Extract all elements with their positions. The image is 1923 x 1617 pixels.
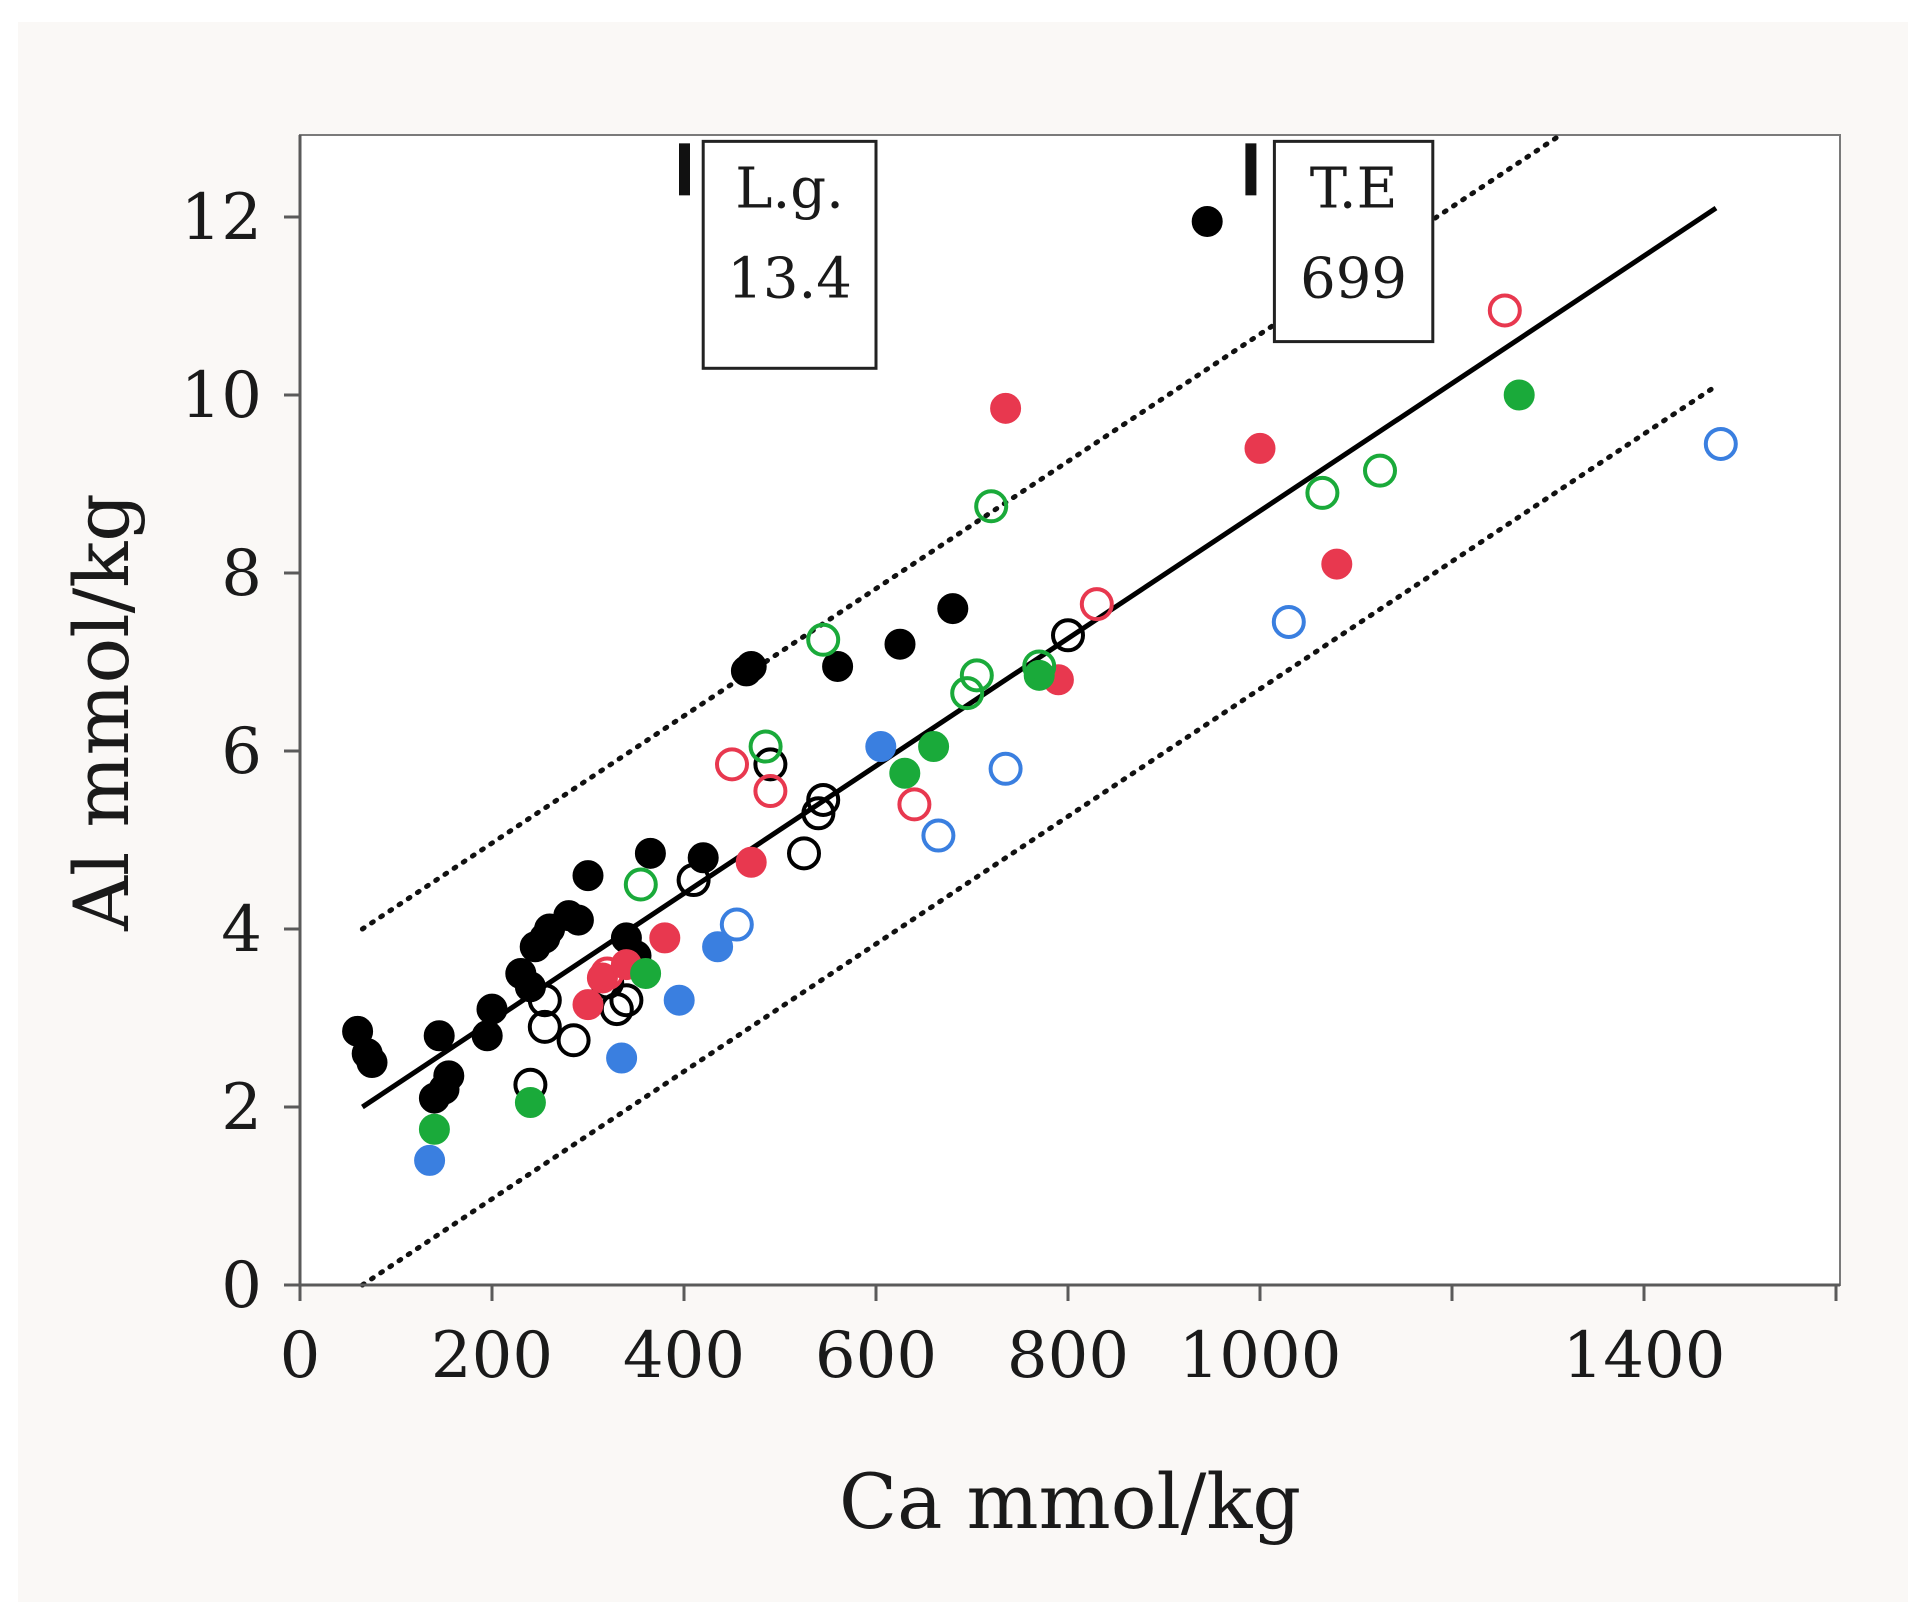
data-point-blue-open [1271,604,1306,639]
data-point-red-open [1487,293,1522,328]
x-tick-label: 600 [815,1319,937,1393]
x-axis-title: Ca mmol/kg [839,1457,1301,1546]
x-tick-label: 1000 [1179,1319,1342,1393]
data-point-black-filled [356,1047,388,1078]
data-point-black-filled [884,628,916,660]
y-tick-label: 6 [221,715,262,789]
data-point-red-filled [735,846,767,878]
annotation-marker [1245,143,1257,196]
data-point-red-open [753,774,788,809]
data-point-blue-filled [663,984,695,1016]
annotation-marker [679,143,690,196]
data-point-black-filled [433,1060,465,1092]
data-point-green-open [1022,649,1057,684]
data-point-green-open [806,622,841,657]
data-point-black-filled [822,650,854,682]
data-point-red-filled [586,962,618,994]
x-tick-label: 1400 [1563,1319,1726,1393]
data-point-red-filled [1244,432,1276,464]
data-point-green-filled [630,958,662,989]
x-tick-label: 200 [431,1319,553,1393]
data-point-blue-filled [702,931,734,963]
data-point-black-open [556,1023,591,1058]
data-point-black-open [806,782,841,817]
data-point-black-open [527,1009,562,1044]
annotation-text: T.E [1310,156,1398,221]
data-point-red-open [897,787,932,822]
y-tick-label: 12 [181,181,262,255]
data-point-green-open [748,729,783,764]
data-point-green-filled [1503,379,1535,411]
regression-line [361,206,1718,1110]
y-tick-label: 8 [221,537,262,611]
data-point-black-open [753,747,788,782]
prediction-bound-line [359,383,1719,1288]
data-point-blue-open [988,751,1023,786]
data-point-black-filled [562,904,594,936]
x-tick-label: 0 [280,1319,321,1393]
data-point-green-filled [418,1113,450,1145]
data-point-green-open [974,489,1009,524]
data-point-red-filled [572,989,604,1021]
annotation-text: L.g. [735,156,844,221]
annotation-box [701,139,878,370]
y-tick-label: 0 [221,1249,262,1323]
y-axis-title: Al mmol/kg [57,493,146,932]
prediction-bound-line [359,134,1561,932]
data-point-blue-open [719,907,754,942]
data-point-black-filled [1191,205,1223,237]
data-point-green-open [959,658,994,693]
data-point-black-open [1051,618,1085,653]
data-point-green-open [950,676,985,711]
data-point-green-filled [889,757,921,789]
data-point-red-filled [1321,548,1353,580]
data-point-black-filled [634,837,666,869]
x-tick-label: 400 [623,1319,745,1393]
data-point-red-open [590,956,625,991]
data-point-red-open [1079,587,1114,622]
data-point-blue-filled [865,731,897,763]
x-tick-label: 800 [1007,1319,1129,1393]
annotation-box [1272,139,1435,344]
fit-lines [359,134,1719,1288]
data-point-green-open [623,867,658,902]
y-tick-label: 2 [221,1071,262,1145]
data-point-blue-filled [606,1042,638,1074]
annotation-text: 13.4 [727,246,852,311]
data-point-black-filled [937,593,969,625]
data-point-green-filled [514,1087,546,1119]
data-point-blue-filled [414,1144,446,1176]
data-point-blue-open [1703,426,1738,461]
data-point-red-filled [990,392,1022,424]
data-point-black-filled [735,650,767,682]
data-point-black-open [676,863,711,898]
annotations: L.g. 13.4 T.E 699 [679,139,1435,370]
plot-area [299,134,1841,1286]
data-point-black-filled [423,1020,455,1052]
data-point-black-filled [572,860,604,892]
data-point-black-filled [476,993,508,1025]
data-point-black-open [787,836,821,871]
data-point-green-filled [918,731,950,763]
data-point-black-open [527,983,562,1018]
data-point-green-open [1305,475,1340,510]
data-point-blue-open [921,818,956,853]
data-point-black-open [609,983,644,1018]
axes: 0 200 400 600 800 1000 1400 0 2 4 6 8 10 12 [181,135,1840,1393]
y-tick-label: 10 [181,359,262,433]
data-point-black-filled [471,1020,503,1052]
y-tick-label: 4 [221,893,262,967]
data-point-green-filled [1023,659,1055,691]
annotation-text: 699 [1300,246,1407,311]
data-point-red-filled [649,922,681,954]
data-point-red-open [715,747,749,782]
data-point-green-open [1363,453,1397,488]
data-points [342,205,1738,1176]
